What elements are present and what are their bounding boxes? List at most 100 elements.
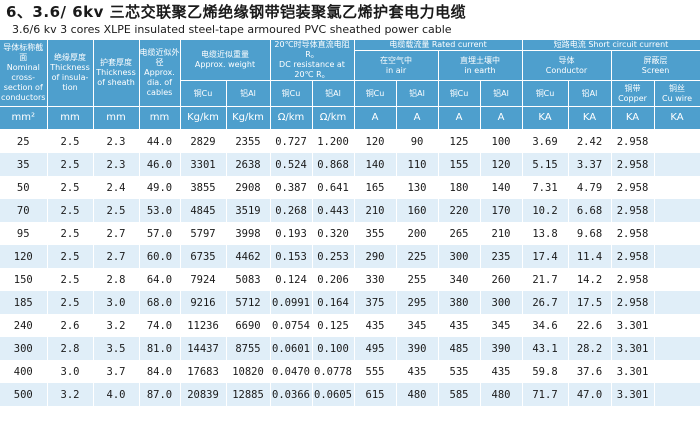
table-cell: 185 bbox=[0, 291, 48, 314]
header-dcr-al: 铝Al bbox=[312, 80, 355, 107]
table-cell: 49.0 bbox=[139, 176, 181, 199]
table-cell: 120 bbox=[0, 245, 48, 268]
table-cell: 47.0 bbox=[568, 383, 612, 406]
header-conductor: 导体 Conductor bbox=[522, 50, 612, 81]
table-cell: 37.6 bbox=[568, 360, 612, 383]
unit-cell: Kg/km bbox=[226, 106, 271, 130]
table-cell: 2.3 bbox=[93, 153, 140, 176]
table-cell: 3.0 bbox=[93, 291, 140, 314]
table-cell: 0.0754 bbox=[270, 314, 313, 337]
table-cell: 220 bbox=[438, 199, 481, 222]
unit-cell: mm² bbox=[0, 106, 48, 130]
unit-cell: KA bbox=[654, 106, 700, 130]
table-cell: 0.524 bbox=[270, 153, 313, 176]
table-cell: 2638 bbox=[226, 153, 271, 176]
table-cell: 340 bbox=[438, 268, 481, 291]
table-cell: 2.958 bbox=[611, 222, 655, 245]
header-insulation: 绝缘厚度 Thickness of insula-tion bbox=[47, 40, 94, 107]
table-row: 35 2.5 2.3 46.0 3301 2638 0.524 0.868 140 110 155 1… bbox=[0, 153, 700, 176]
table-cell: 535 bbox=[438, 360, 481, 383]
table-cell: 265 bbox=[438, 222, 481, 245]
table-cell: 345 bbox=[480, 314, 523, 337]
table-cell: 2.5 bbox=[47, 199, 94, 222]
table-row: 150 2.5 2.8 64.0 7924 5083 0.124 0.206 330 255 340… bbox=[0, 268, 700, 291]
table-cell: 0.0991 bbox=[270, 291, 313, 314]
table-cell: 435 bbox=[438, 314, 481, 337]
table-cell: 14.2 bbox=[568, 268, 612, 291]
table-cell: 84.0 bbox=[139, 360, 181, 383]
table-cell: 485 bbox=[438, 337, 481, 360]
table-cell: 25 bbox=[0, 129, 48, 153]
table-cell: 2.5 bbox=[93, 199, 140, 222]
table-cell: 300 bbox=[438, 245, 481, 268]
table-cell: 0.268 bbox=[270, 199, 313, 222]
table-cell: 555 bbox=[354, 360, 397, 383]
table-cell: 3.301 bbox=[611, 360, 655, 383]
table-cell: 375 bbox=[354, 291, 397, 314]
header-section: 导体标称截面 Nominal cross-section of conductor… bbox=[0, 40, 48, 107]
table-cell: 3.301 bbox=[611, 337, 655, 360]
table-cell: 295 bbox=[396, 291, 439, 314]
table-cell: 0.0778 bbox=[312, 360, 355, 383]
table-row: 25 2.5 2.3 44.0 2829 2355 0.727 1.200 120 90 125 10… bbox=[0, 129, 700, 153]
unit-cell: KA bbox=[568, 106, 612, 130]
table-cell: 380 bbox=[438, 291, 481, 314]
table-cell: 10820 bbox=[226, 360, 271, 383]
table-cell: 2.5 bbox=[47, 268, 94, 291]
table-cell: 0.125 bbox=[312, 314, 355, 337]
header-dc-resistance: 20℃时导体直流电阻R。 DC resistance at 20℃ R。 bbox=[270, 40, 355, 81]
table-cell: 0.193 bbox=[270, 222, 313, 245]
header-in-earth: 直埋土壤中 in earth bbox=[438, 50, 523, 81]
table-cell: 6690 bbox=[226, 314, 271, 337]
table-cell bbox=[654, 222, 700, 245]
table-cell: 435 bbox=[480, 360, 523, 383]
table-cell: 165 bbox=[354, 176, 397, 199]
table-cell: 180 bbox=[438, 176, 481, 199]
table-cell: 20839 bbox=[180, 383, 227, 406]
table-cell: 300 bbox=[0, 337, 48, 360]
table-cell: 35 bbox=[0, 153, 48, 176]
table-cell: 22.6 bbox=[568, 314, 612, 337]
table-cell: 46.0 bbox=[139, 153, 181, 176]
table-cell: 26.7 bbox=[522, 291, 569, 314]
unit-cell: A bbox=[438, 106, 481, 130]
table-cell bbox=[654, 360, 700, 383]
table-cell: 50 bbox=[0, 176, 48, 199]
header-rated-current: 电缆载流量 Rated current bbox=[354, 40, 523, 51]
header-sc-cu: 铜Cu bbox=[522, 80, 569, 107]
table-cell: 2.958 bbox=[611, 245, 655, 268]
table-cell: 90 bbox=[396, 129, 439, 153]
page-subtitle: 3.6/6 kv 3 cores XLPE insulated steel-ta… bbox=[12, 23, 452, 36]
table-cell: 480 bbox=[396, 383, 439, 406]
table-cell: 110 bbox=[396, 153, 439, 176]
table-cell: 2908 bbox=[226, 176, 271, 199]
table-cell: 140 bbox=[354, 153, 397, 176]
table-cell: 4.0 bbox=[93, 383, 140, 406]
table-cell: 435 bbox=[396, 360, 439, 383]
table-cell: 390 bbox=[480, 337, 523, 360]
header-diameter: 电缆近似外径 Approx. dia. of cables bbox=[139, 40, 181, 107]
table-cell: 120 bbox=[480, 153, 523, 176]
table-cell: 4845 bbox=[180, 199, 227, 222]
header-weight-al: 铝Al bbox=[226, 80, 271, 107]
table-cell: 2.42 bbox=[568, 129, 612, 153]
units-row: mm² mm mm mm Kg/km Kg/km Ω/km Ω/km A A A… bbox=[0, 106, 700, 130]
table-cell: 330 bbox=[354, 268, 397, 291]
table-cell: 140 bbox=[480, 176, 523, 199]
table-cell: 210 bbox=[354, 199, 397, 222]
table-cell: 2.5 bbox=[47, 129, 94, 153]
table-cell: 12885 bbox=[226, 383, 271, 406]
table-body: 25 2.5 2.3 44.0 2829 2355 0.727 1.200 120 90 125 10… bbox=[0, 129, 700, 406]
header-air-al: 铝Al bbox=[396, 80, 439, 107]
table-cell: 70 bbox=[0, 199, 48, 222]
table-row: 95 2.5 2.7 57.0 5797 3998 0.193 0.320 355 200 265 2… bbox=[0, 222, 700, 245]
table-cell: 400 bbox=[0, 360, 48, 383]
table-cell: 240 bbox=[0, 314, 48, 337]
table-cell: 3.2 bbox=[47, 383, 94, 406]
table-cell: 2.5 bbox=[47, 222, 94, 245]
table-cell: 95 bbox=[0, 222, 48, 245]
unit-cell: mm bbox=[93, 106, 140, 130]
table-cell: 255 bbox=[396, 268, 439, 291]
table-cell: 7924 bbox=[180, 268, 227, 291]
table-cell: 60.0 bbox=[139, 245, 181, 268]
